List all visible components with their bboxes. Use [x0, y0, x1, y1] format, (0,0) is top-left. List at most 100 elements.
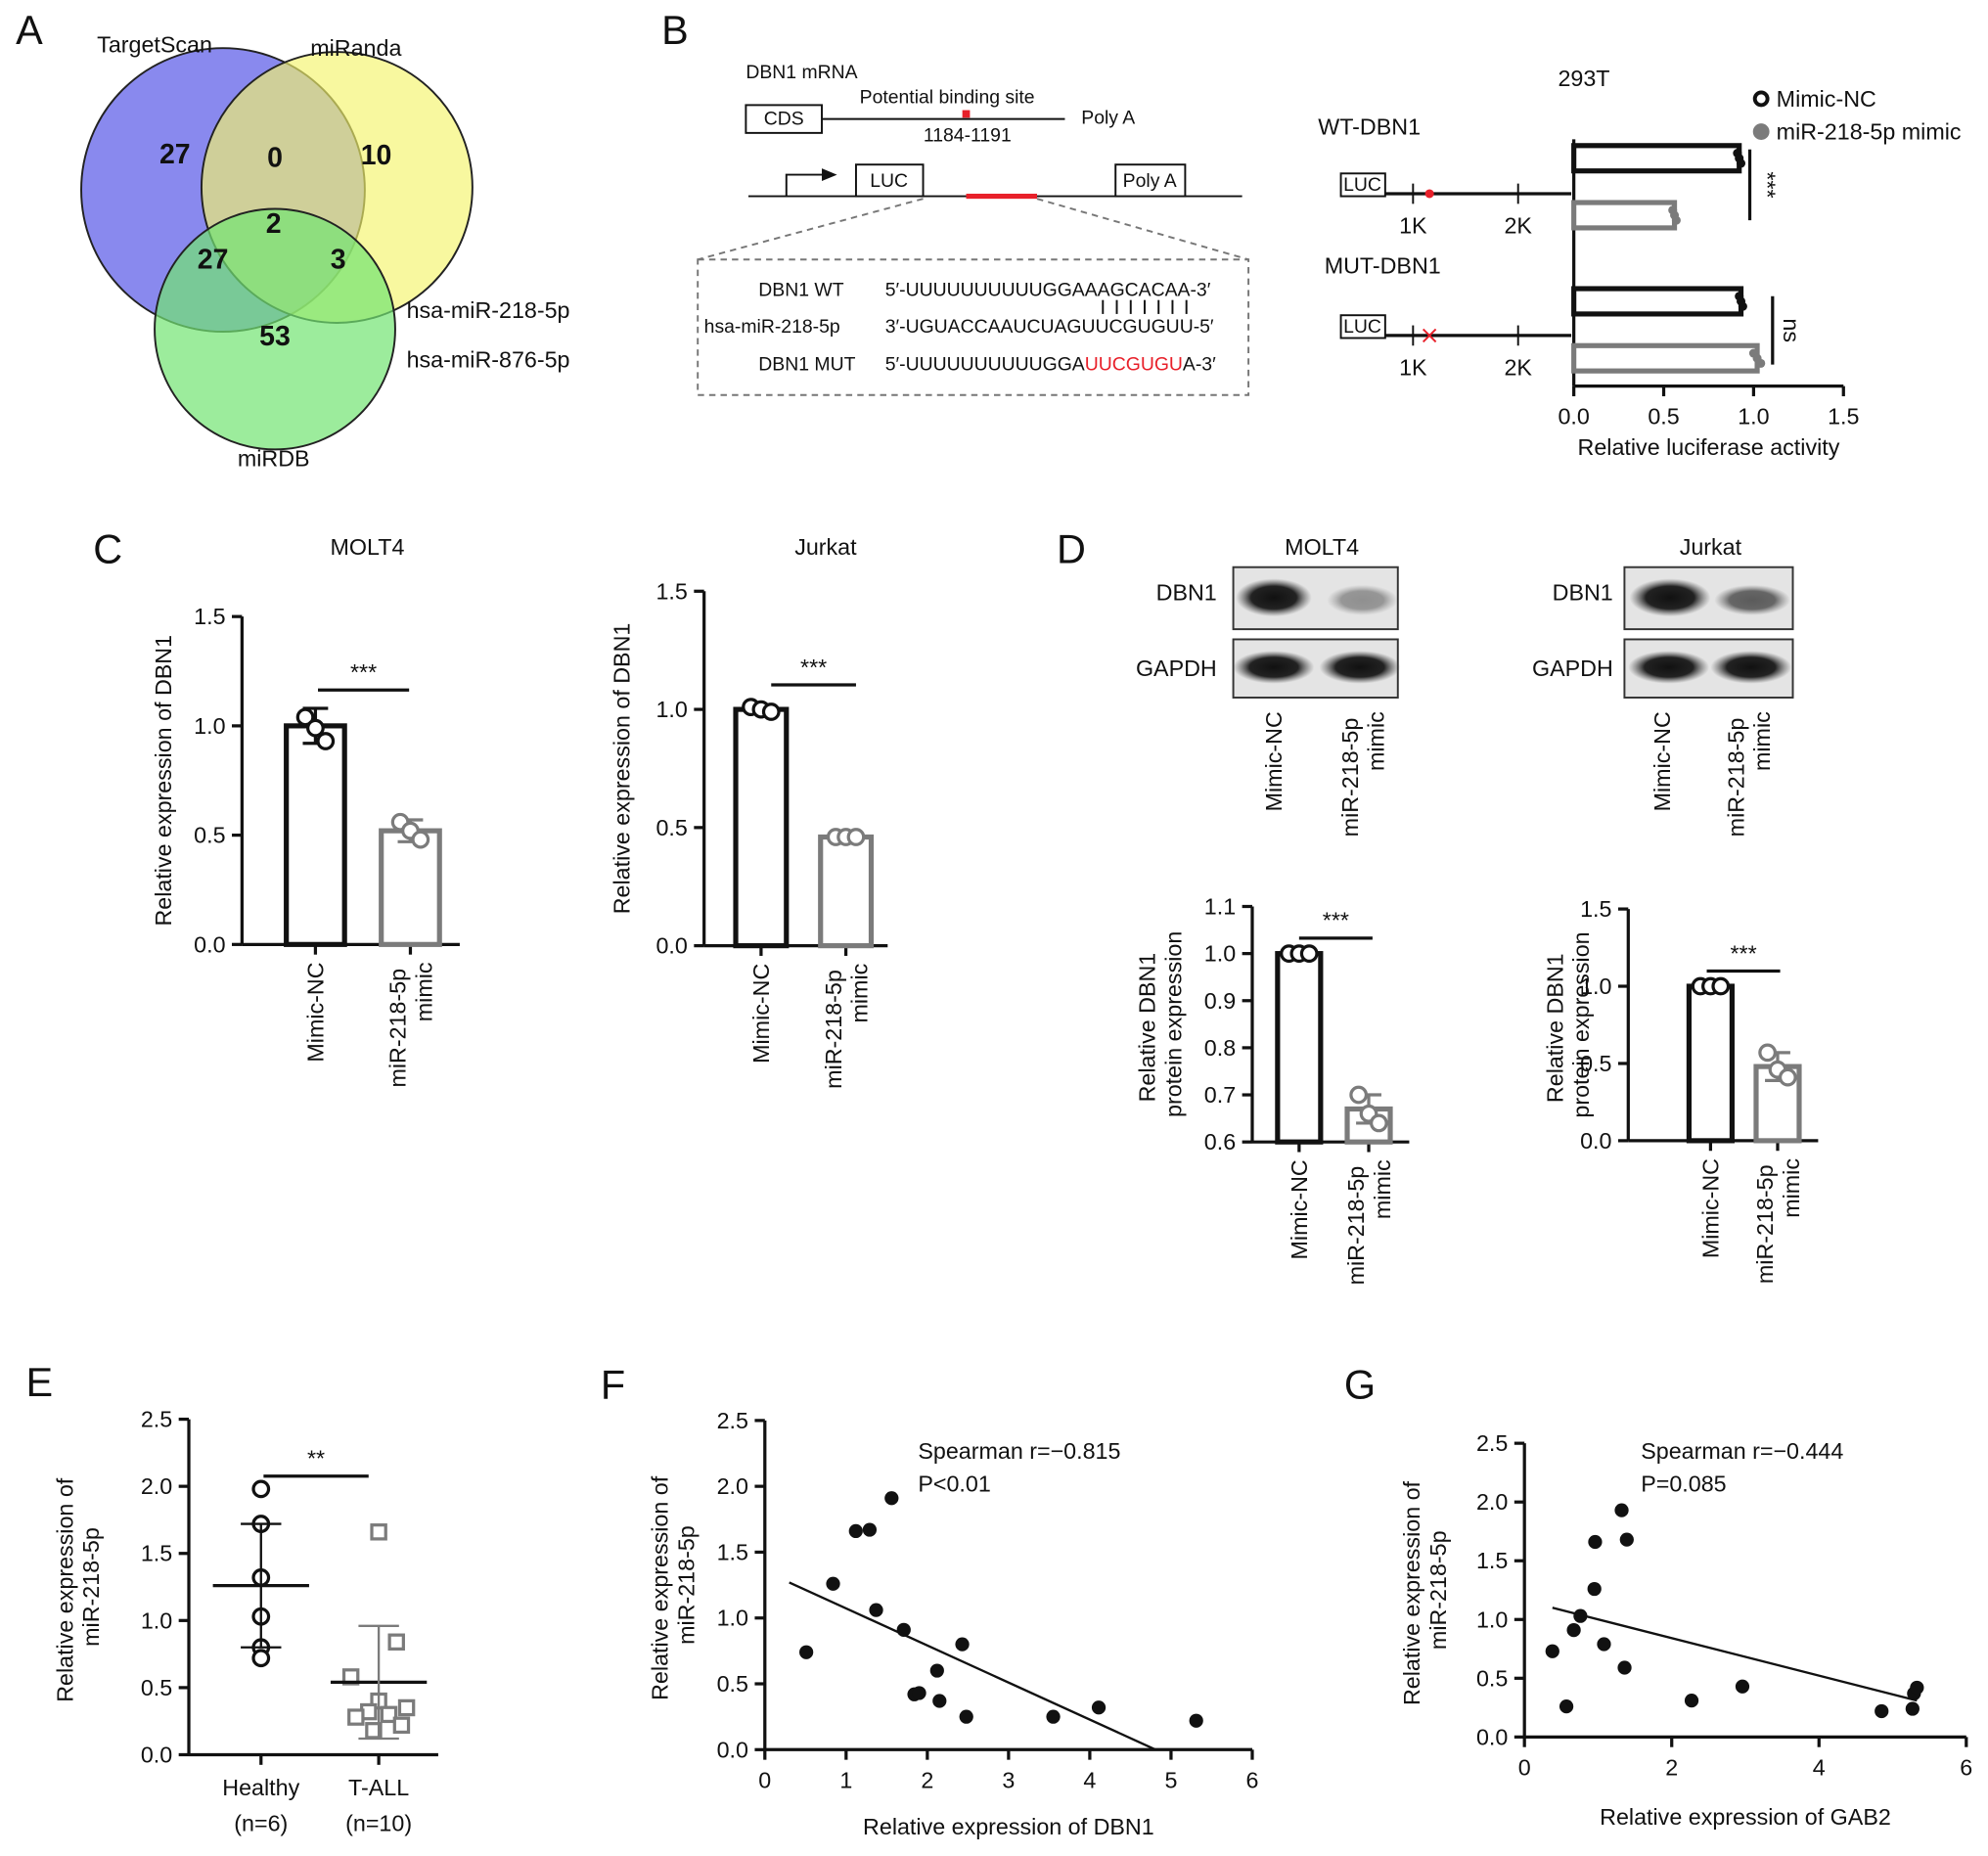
alignment-seq: 3′-UGUACCAAUCUAGUUCGUGUU-5′: [885, 316, 1214, 338]
annotation: P=0.085: [1641, 1471, 1726, 1497]
y-tick-label: 0.9: [1204, 988, 1236, 1014]
x-tick-label: Mimic-NC: [1287, 1159, 1312, 1259]
y-tick-label: 1.5: [141, 1541, 172, 1566]
y-tick-label: 1.0: [1204, 941, 1236, 967]
data-point: [387, 1633, 405, 1651]
lane-label: Mimic-NC: [1649, 711, 1675, 811]
y-tick-label: 1.0: [141, 1607, 172, 1633]
data-point: [1614, 1503, 1629, 1517]
sd-bar: [358, 1624, 399, 1741]
text-line: miR-218-5p: [673, 1525, 699, 1645]
y-tick-label: 1.5: [655, 578, 687, 604]
fit-line: [1552, 1607, 1918, 1702]
bar: [818, 834, 875, 949]
band: [1327, 584, 1398, 615]
data-point: [1735, 1679, 1750, 1694]
annotation: Spearman r=−0.444: [1641, 1438, 1843, 1464]
band: [1714, 584, 1790, 615]
panel-label: B: [661, 8, 689, 53]
x-tick-label: 0.5: [1648, 404, 1679, 430]
data-point: [341, 1668, 360, 1686]
data-point: [1758, 1043, 1778, 1063]
scale-label: 1K: [1399, 354, 1427, 380]
y-tick-label: 1.1: [1204, 894, 1236, 920]
seq-mutation: UUCGUGU: [1085, 354, 1183, 376]
significance: ***: [1755, 171, 1781, 198]
alignment-seq: 5′-UUUUUUUUUUGGAAAGCACAA-3′: [885, 279, 1211, 300]
annotation: P<0.01: [918, 1471, 990, 1497]
x-tick-label: 0: [1518, 1754, 1531, 1780]
data-point: [869, 1603, 883, 1617]
data-point: [316, 732, 336, 750]
text-line: Relative expression of: [648, 1470, 673, 1700]
y-tick-label: 1.0: [717, 1606, 748, 1631]
x-tick-label: Healthy: [222, 1775, 299, 1800]
data-point: [1369, 1113, 1388, 1133]
venn-set-label: miRanda: [310, 35, 401, 61]
y-tick-label: 1.0: [194, 713, 225, 739]
x-tick-label: 3: [1002, 1767, 1015, 1792]
y-tick-label: 0.5: [194, 823, 225, 848]
legend-label: Mimic-NC: [1777, 86, 1876, 112]
bar: [1686, 983, 1735, 1144]
site-marker: [962, 110, 971, 118]
annotation: Spearman r=−0.815: [918, 1438, 1120, 1464]
y-axis-label: Relative expression of DBN1: [610, 623, 635, 915]
significance: ***: [350, 659, 377, 685]
data-point: [929, 1663, 944, 1678]
venn-count: 53: [259, 321, 291, 352]
y-tick-label: 1.0: [655, 697, 687, 722]
data-point: [1617, 1660, 1632, 1675]
category-label: WT-DBN1: [1318, 113, 1421, 139]
x-tick-label: 1: [839, 1767, 852, 1792]
legend-label: miR-218-5p mimic: [1777, 119, 1962, 145]
venn-set-label: TargetScan: [97, 31, 212, 57]
site-position: 1184-1191: [924, 124, 1012, 146]
data-point: [392, 1716, 411, 1735]
data-point: [1545, 1644, 1559, 1658]
fit-line: [789, 1581, 1156, 1751]
data-point: [1756, 358, 1766, 368]
y-tick-label: 1.5: [717, 1539, 748, 1564]
y-axis-label: Relative DBN1 protein expression: [1135, 931, 1187, 1117]
panel-label: A: [16, 8, 43, 53]
x-tick-label: 2: [1665, 1754, 1678, 1780]
lane-label: miR-218-5p mimic: [1723, 711, 1775, 837]
protein-label: DBN1: [1553, 580, 1613, 606]
y-tick-label: 2.5: [141, 1407, 172, 1432]
bar: [1571, 342, 1760, 374]
mrna-label: DBN1 mRNA: [746, 62, 857, 83]
cds-label: CDS: [764, 109, 804, 130]
pairing-ticks: [1102, 299, 1188, 314]
bar: [1571, 200, 1678, 231]
category-note: (n=10): [345, 1810, 412, 1835]
data-point: [1671, 215, 1681, 225]
data-point: [347, 1708, 365, 1726]
y-tick-label: 1.5: [1580, 896, 1611, 922]
y-tick-label: 0.5: [655, 815, 687, 840]
x-axis-label: Relative expression of DBN1: [863, 1814, 1154, 1839]
data-point: [848, 1523, 863, 1539]
data-point: [1597, 1637, 1611, 1652]
data-point: [380, 1705, 398, 1724]
y-tick-label: 2.0: [1476, 1489, 1508, 1515]
y-tick-label: 1.0: [1476, 1607, 1508, 1632]
significance: ns: [1779, 318, 1804, 342]
text-line: Relative DBN1: [1542, 947, 1567, 1103]
data-point: [1349, 1085, 1369, 1105]
x-tick-label: 6: [1960, 1754, 1972, 1780]
y-axis-label: Relative DBN1 protein expression: [1542, 931, 1594, 1117]
x-tick-label: 1.0: [1738, 404, 1769, 430]
y-tick-label: 0.0: [655, 933, 687, 959]
chart-title: Jurkat: [794, 534, 857, 560]
y-tick-label: 0.0: [1580, 1128, 1611, 1154]
luc-label: LUC: [870, 170, 908, 192]
x-tick-label: Mimic-NC: [302, 962, 328, 1062]
band: [1628, 651, 1710, 684]
venn-count: 10: [361, 140, 392, 171]
y-tick-label: 2.0: [717, 1473, 748, 1499]
x-tick-label: 6: [1245, 1767, 1258, 1792]
data-point: [1587, 1581, 1602, 1597]
data-point: [932, 1694, 947, 1708]
data-point: [1905, 1701, 1920, 1716]
